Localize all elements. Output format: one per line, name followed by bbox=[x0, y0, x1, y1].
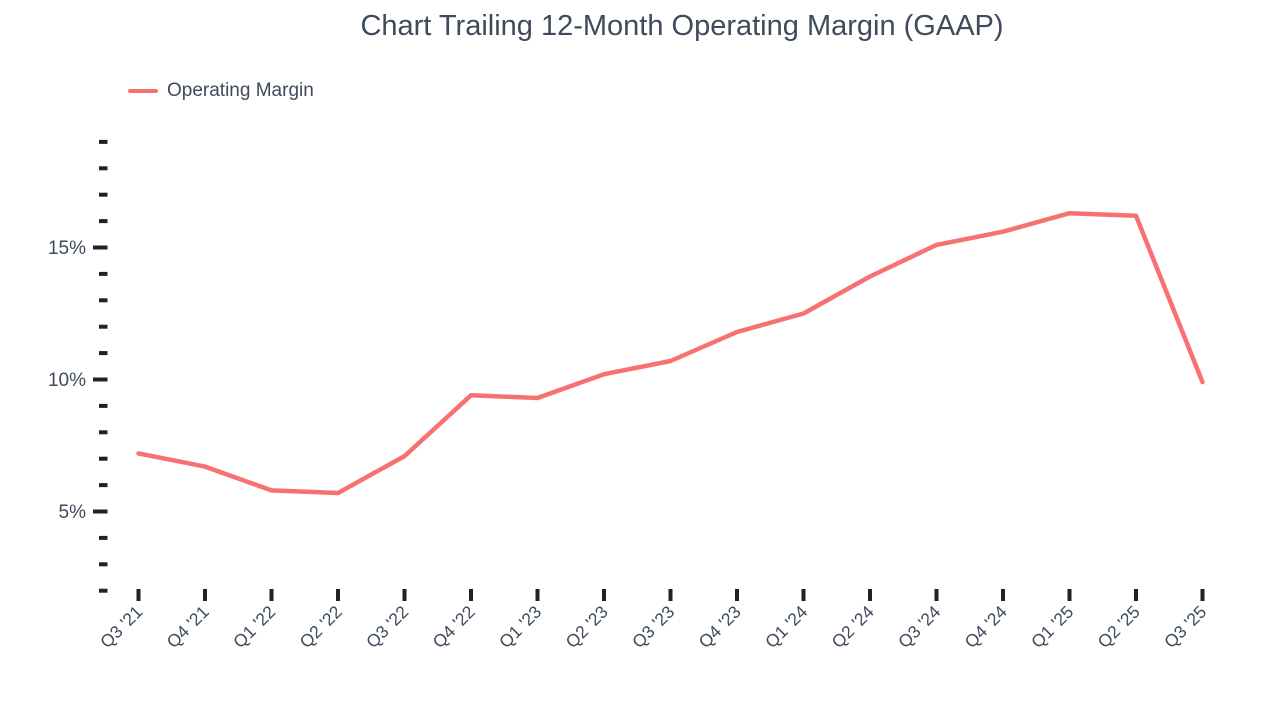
y-axis-tick-label: 10% bbox=[48, 370, 86, 391]
x-axis-tick-label: Q1 '24 bbox=[761, 601, 811, 651]
x-axis-tick-label: Q2 '24 bbox=[828, 601, 878, 651]
x-axis-tick-label: Q3 '22 bbox=[362, 602, 412, 652]
x-axis-tick-label: Q2 '22 bbox=[296, 602, 346, 652]
legend: Operating Margin bbox=[128, 79, 314, 103]
x-axis-tick-label: Q4 '24 bbox=[961, 601, 1011, 651]
x-axis-tick-label: Q3 '21 bbox=[96, 602, 146, 652]
legend-line-swatch-icon bbox=[128, 88, 158, 94]
x-axis-tick-label: Q3 '25 bbox=[1160, 602, 1210, 652]
x-axis-tick-label: Q1 '23 bbox=[495, 602, 545, 652]
y-axis-tick-label: 5% bbox=[59, 502, 87, 523]
chart-title: Chart Trailing 12-Month Operating Margin… bbox=[360, 10, 1004, 42]
x-axis-tick-label: Q4 '21 bbox=[163, 602, 213, 652]
x-axis-tick-label: Q3 '24 bbox=[894, 601, 944, 651]
x-axis-tick-label: Q1 '22 bbox=[229, 602, 279, 652]
x-axis-tick-label: Q1 '25 bbox=[1027, 602, 1077, 652]
legend-item-operating-margin[interactable]: Operating Margin bbox=[128, 79, 314, 103]
x-axis-tick-label: Q2 '25 bbox=[1094, 602, 1144, 652]
x-axis-tick-label: Q4 '22 bbox=[429, 602, 479, 652]
y-axis-tick-label: 15% bbox=[48, 238, 86, 259]
x-axis-tick-label: Q4 '23 bbox=[695, 602, 745, 652]
series-line-operating-margin bbox=[136, 210, 1205, 496]
x-axis-tick-label: Q2 '23 bbox=[562, 602, 612, 652]
legend-item-label: Operating Margin bbox=[167, 80, 314, 101]
x-axis-tick-label: Q3 '23 bbox=[628, 602, 678, 652]
